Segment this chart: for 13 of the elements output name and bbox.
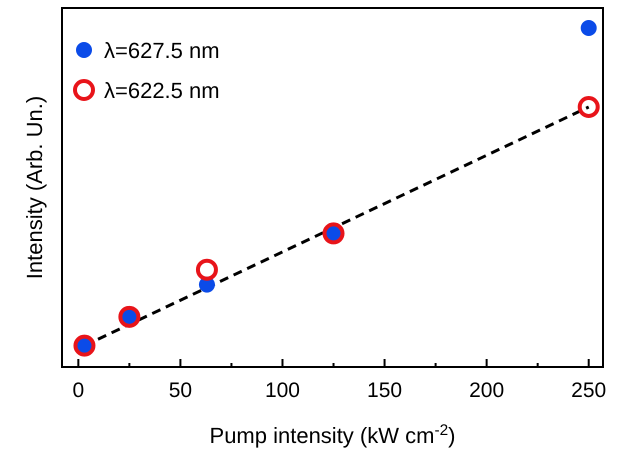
legend-label: λ=622.5 nm — [104, 78, 220, 103]
x-axis-title: Pump intensity (kW cm$^{-2}$) — [210, 422, 456, 448]
legend-label: λ=627.5 nm — [104, 38, 220, 63]
x-tick-label: 150 — [367, 379, 402, 402]
point — [196, 258, 218, 281]
point — [578, 96, 600, 118]
x-tick-label: 200 — [469, 379, 504, 402]
x-tick-label: 50 — [168, 379, 192, 402]
x-tick-label: 250 — [571, 379, 606, 402]
y-axis-title: Intensity (Arb. Un.) — [22, 96, 47, 280]
point — [580, 20, 597, 36]
x-tick-label: 100 — [264, 379, 300, 402]
x-tick-label: 0 — [72, 379, 84, 402]
